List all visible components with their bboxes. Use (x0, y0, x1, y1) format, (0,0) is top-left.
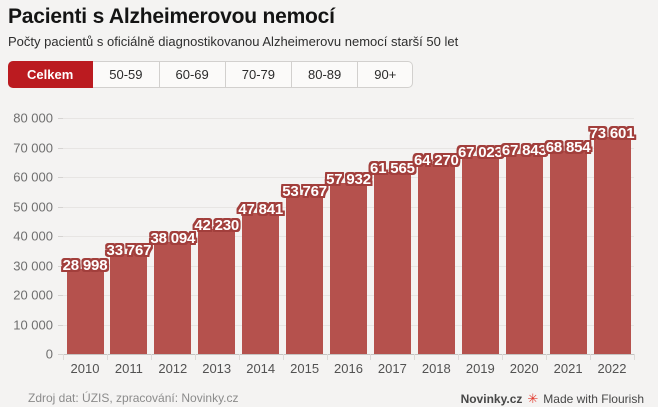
bar-2014 (242, 212, 280, 354)
novinky-link[interactable]: Novinky.cz (460, 392, 523, 406)
x-axis-tick (634, 354, 635, 360)
y-gridline (63, 118, 634, 119)
bar-value-label: 68 854 (545, 138, 591, 156)
y-gridline (63, 354, 634, 355)
y-axis-label: 80 000 (13, 110, 53, 126)
page-subtitle: Počty pacientů s oficiálně diagnostikova… (8, 34, 459, 49)
x-axis-tick (195, 354, 196, 360)
y-axis-tick (58, 118, 63, 119)
bar-2016 (330, 183, 367, 354)
bar-2012 (154, 241, 192, 354)
bar-2022 (593, 136, 631, 354)
bar-2015 (286, 195, 324, 354)
y-axis-tick (58, 236, 63, 237)
bar-value-label: 33 767 (106, 242, 152, 260)
bar-value-label: 64 270 (413, 152, 459, 170)
plot-area: 80 000 70 000 60 000 50 000 40 000 30 000 20 0… (13, 111, 635, 376)
bar-2018 (417, 164, 455, 354)
tab-90-[interactable]: 90+ (358, 62, 412, 87)
bar-2020 (505, 153, 543, 354)
y-axis-label: 30 000 (13, 258, 53, 273)
x-axis-tick (327, 354, 328, 360)
y-axis-label: 60 000 (13, 169, 53, 185)
tab-70-79[interactable]: 70-79 (226, 62, 292, 87)
x-axis-tick (283, 354, 284, 360)
bar-value-label: 47 841 (238, 200, 284, 218)
x-axis-tick (107, 354, 108, 360)
tab-80-89[interactable]: 80-89 (292, 62, 359, 87)
y-axis-tick (58, 206, 63, 208)
x-axis-label: 2012 (158, 361, 188, 376)
x-axis-tick (239, 354, 240, 360)
x-axis-label: 2019 (465, 361, 495, 376)
footer-credit: Novinky.cz ✳ Made with Flourish (461, 391, 644, 407)
bar-value-label: 57 932 (326, 171, 371, 189)
bar-value-label: 73 601 (589, 124, 635, 142)
page-title: Pacienti s Alzheimerovou nemocí (8, 5, 335, 28)
x-axis-label: 2013 (202, 361, 232, 376)
x-axis-label: 2020 (509, 361, 539, 376)
y-axis-tick (58, 295, 63, 296)
x-axis-tick (546, 354, 547, 360)
bar-value-label: 67 843 (501, 141, 547, 159)
bar-2021 (549, 150, 587, 354)
y-axis-tick (58, 147, 63, 149)
x-axis-tick (370, 354, 371, 360)
y-axis-tick (58, 265, 63, 267)
y-axis-label: 50 000 (13, 199, 53, 214)
y-gridline (63, 147, 634, 149)
y-axis-label: 70 000 (13, 140, 53, 155)
y-axis-label: 10 000 (13, 317, 53, 332)
x-axis-tick (63, 354, 64, 360)
tab-60-69[interactable]: 60-69 (160, 62, 226, 87)
x-axis-tick (151, 354, 152, 360)
x-axis-label: 2011 (114, 361, 143, 376)
flourish-logo-icon: ✳ (527, 391, 539, 406)
x-axis-label: 2021 (553, 361, 583, 376)
x-axis-label: 2017 (377, 361, 407, 376)
bar-2017 (373, 172, 411, 354)
y-axis-tick (58, 354, 63, 355)
x-axis-tick (458, 354, 459, 360)
y-axis-label: 0 (45, 346, 53, 362)
bar-value-label: 61 565 (370, 160, 415, 178)
bar-value-label: 53 767 (282, 183, 327, 201)
bar-value-label: 28 998 (62, 256, 108, 274)
bar-value-label: 42 230 (194, 217, 240, 235)
x-axis-label: 2018 (421, 361, 451, 376)
x-axis-tick (502, 354, 503, 360)
tab-50-59[interactable]: 50-59 (93, 62, 160, 87)
x-axis-label: 2022 (597, 361, 627, 376)
y-gridline (63, 177, 634, 178)
y-axis-label: 20 000 (13, 287, 53, 303)
x-axis-label: 2016 (334, 361, 363, 376)
x-axis-label: 2010 (70, 361, 100, 376)
bar-2010 (66, 268, 104, 354)
bar-value-label: 38 094 (150, 229, 196, 247)
x-axis-tick (414, 354, 415, 360)
y-axis-tick (58, 324, 63, 326)
bar-2019 (461, 156, 499, 354)
bar-chart: 80 000 70 000 60 000 50 000 40 000 30 000 20 0… (0, 103, 658, 388)
bar-2013 (198, 229, 236, 354)
tab-celkem[interactable]: Celkem (8, 61, 94, 88)
age-filter-tabs: Celkem 50-59 60-69 70-79 80-89 90+ (8, 61, 414, 88)
bar-value-label: 67 023 (457, 144, 503, 162)
bar-2011 (110, 254, 148, 354)
y-axis-tick (58, 177, 63, 178)
x-axis-tick (590, 354, 591, 360)
x-axis-label: 2015 (290, 361, 320, 376)
made-with-flourish-link[interactable]: Made with Flourish (543, 392, 644, 406)
x-axis-label: 2014 (246, 361, 276, 376)
data-source-caption: Zdroj dat: ÚZIS, zpracování: Novinky.cz (28, 391, 239, 405)
y-axis-label: 40 000 (13, 228, 53, 244)
